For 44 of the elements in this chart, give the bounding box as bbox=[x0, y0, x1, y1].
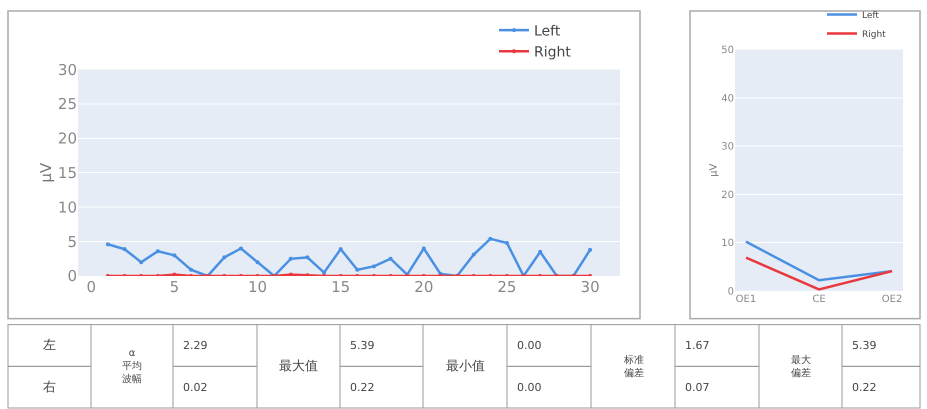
y-axis-title: μV bbox=[37, 162, 56, 183]
text: 左 bbox=[43, 338, 56, 353]
x-tick-label: CE bbox=[812, 294, 826, 305]
x-tick-label: OE1 bbox=[736, 294, 756, 305]
y-tick-label: 10 bbox=[721, 238, 734, 250]
y-tick-label: 40 bbox=[721, 93, 734, 104]
legend-label: Left bbox=[862, 11, 880, 22]
x-tick-label: 10 bbox=[248, 278, 268, 296]
y-tick-label: 15 bbox=[58, 164, 77, 182]
y-tick-label: 10 bbox=[58, 198, 77, 216]
text: α平均波幅 bbox=[122, 348, 142, 385]
text: 0.07 bbox=[685, 381, 710, 394]
x-tick-label: OE2 bbox=[882, 294, 902, 305]
text: 5.39 bbox=[350, 339, 374, 352]
y-tick-label: 50 bbox=[721, 45, 734, 56]
x-tick-label: 5 bbox=[170, 278, 180, 296]
legend-label: Right bbox=[862, 30, 886, 40]
text: 最小值 bbox=[446, 359, 485, 374]
y-tick-label: 25 bbox=[58, 95, 77, 114]
x-tick-label: 15 bbox=[331, 278, 350, 296]
text: 0.02 bbox=[183, 381, 208, 394]
x-tick-label: 30 bbox=[580, 278, 600, 296]
text: 1.67 bbox=[685, 339, 710, 352]
x-tick-label: 20 bbox=[414, 278, 434, 296]
text: 最大偏差 bbox=[791, 354, 811, 379]
legend-label: Left bbox=[534, 24, 561, 40]
text: 0.00 bbox=[517, 381, 542, 394]
y-tick-label: 30 bbox=[721, 142, 734, 153]
text: 0.22 bbox=[852, 381, 876, 394]
y-axis-title: μV bbox=[708, 164, 720, 177]
legend-label: Right bbox=[534, 44, 572, 61]
x-tick-label: 25 bbox=[497, 278, 516, 296]
text: 标准偏差 bbox=[623, 354, 644, 379]
y-tick-label: 20 bbox=[58, 130, 77, 148]
text: 2.29 bbox=[183, 339, 208, 352]
text: 最大值 bbox=[279, 359, 318, 374]
y-tick-label: 30 bbox=[58, 60, 77, 79]
x-tick-label: 0 bbox=[86, 278, 96, 296]
text: 0.00 bbox=[517, 339, 542, 352]
text: 0.22 bbox=[350, 381, 374, 394]
text: 右 bbox=[43, 380, 56, 395]
y-tick-label: 5 bbox=[67, 232, 77, 251]
text: 5.39 bbox=[852, 339, 876, 352]
y-tick-label: 20 bbox=[721, 190, 734, 201]
